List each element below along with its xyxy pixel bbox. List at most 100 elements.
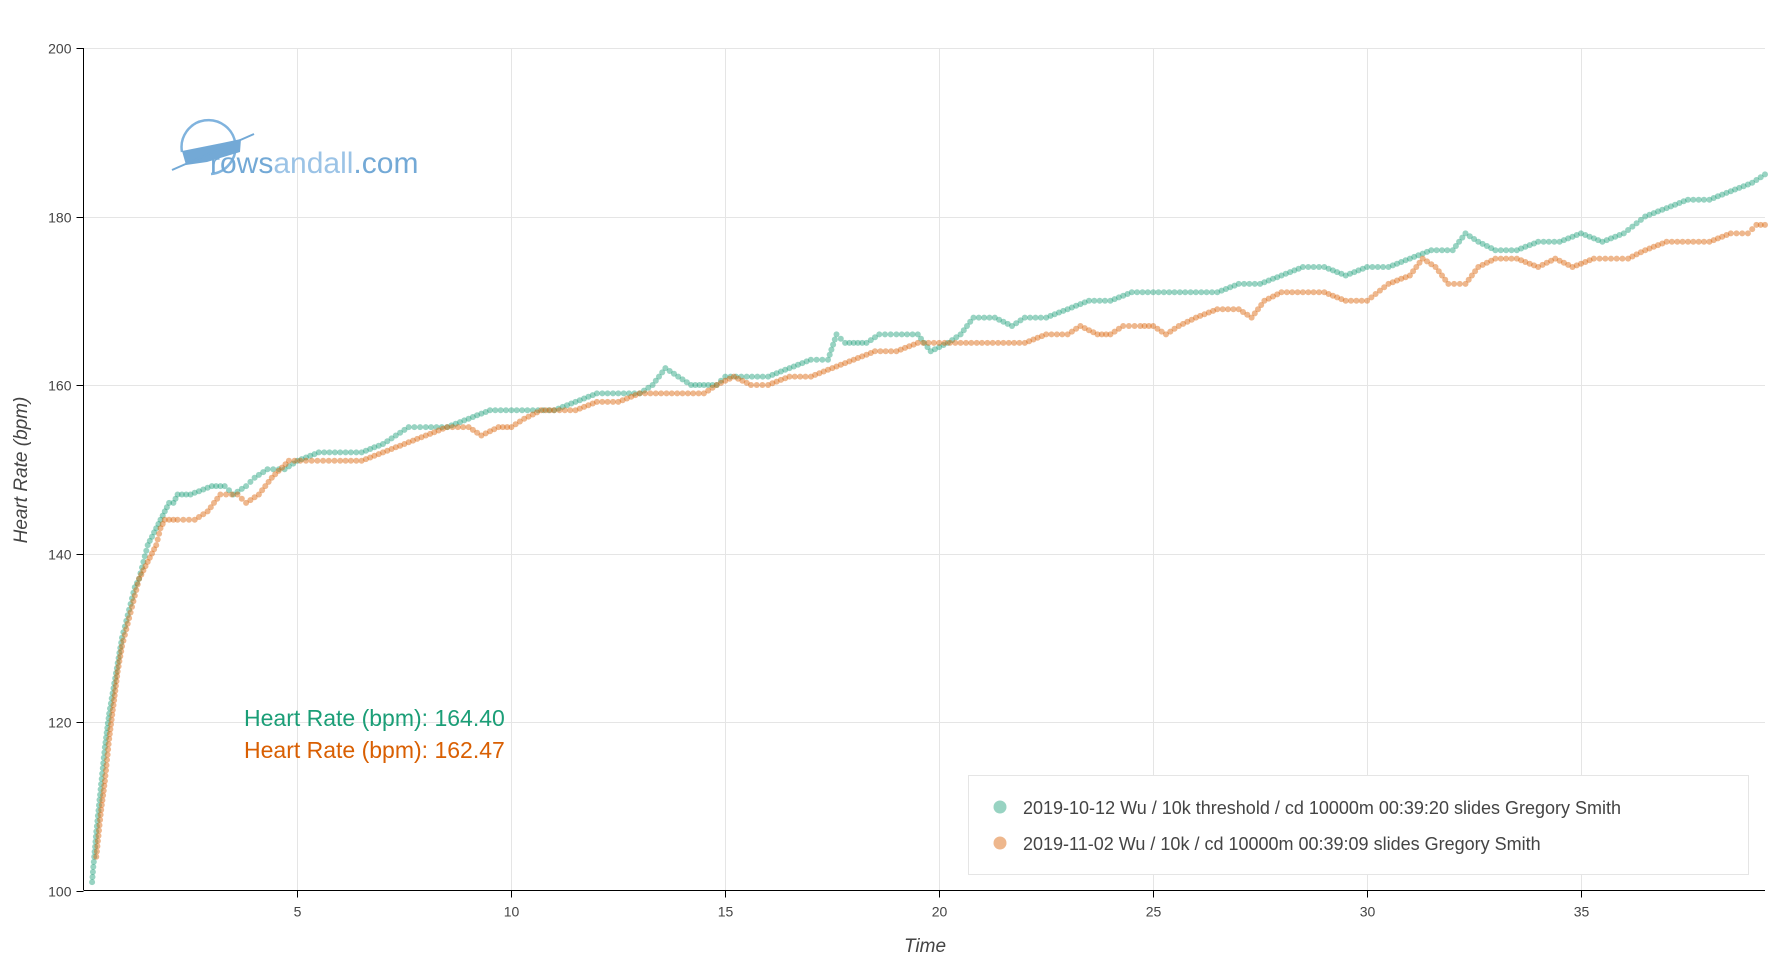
data-point [957,339,964,346]
data-point [1685,196,1691,203]
data-point [1456,238,1463,245]
data-point [1056,309,1062,316]
legend-item-series-2[interactable]: 2019-11-02 Wu / 10k / cd 10000m 00:39:09… [993,834,1541,854]
data-point [234,488,241,495]
data-point [275,467,282,474]
data-point [153,542,160,549]
data-point [1124,291,1131,297]
data-point [89,879,96,886]
data-point [1265,277,1272,284]
data-point [1479,261,1486,268]
data-point [99,765,106,772]
data-point [854,339,861,346]
data-point [1230,306,1237,313]
data-point [259,487,266,494]
data-point [127,609,134,616]
series-1-points [89,171,1768,886]
data-point [829,365,836,372]
x-tick-label: 5 [294,904,302,920]
axes [83,48,1765,891]
data-point [161,516,168,523]
rowing-boat-icon [171,118,255,176]
data-point [1385,280,1392,287]
data-point [551,407,558,414]
data-point [782,375,789,382]
data-point [380,441,386,447]
data-point [863,351,870,358]
data-point [1452,243,1459,249]
data-point [1389,279,1396,286]
data-point [499,424,506,431]
data-point [98,781,105,788]
data-point [1526,260,1533,267]
data-point [599,390,606,397]
data-point [123,617,130,624]
data-point [679,376,686,383]
data-point [1107,331,1114,338]
data-point [1483,243,1490,249]
data-point [1032,314,1039,321]
data-point [196,514,202,520]
rowsandall-logo: rowsandall.com [171,118,418,180]
data-point [1488,245,1495,252]
data-point [1030,336,1037,343]
data-point [1355,267,1362,274]
data-point [418,434,425,441]
legend-item-series-1[interactable]: 2019-10-12 Wu / 10k threshold / cd 10000… [993,798,1622,818]
data-point [659,369,666,376]
data-point [101,749,108,756]
data-point [89,869,96,875]
data-point [953,334,960,341]
data-point [1205,309,1212,316]
data-point [314,457,321,464]
data-point [1736,184,1743,191]
data-point [247,478,254,485]
data-point [279,464,285,471]
data-point [1415,252,1422,259]
data-point [1201,311,1208,318]
data-point [238,485,245,492]
data-point [1203,289,1210,296]
data-point [1329,292,1336,299]
data-point [97,811,104,818]
data-point [833,363,840,370]
data-point [108,695,115,702]
data-point [141,553,148,560]
data-point [1749,179,1756,186]
x-tick-label: 30 [1360,904,1376,920]
data-point [405,439,412,446]
data-point [1586,257,1593,264]
data-point [114,660,121,666]
data-point [786,373,793,380]
data-point [126,615,133,622]
data-point [200,486,207,493]
data-point [1348,297,1354,304]
grid [83,48,1765,891]
data-point [121,631,128,638]
data-point [1145,323,1152,329]
data-point [521,415,528,422]
data-point [545,407,552,414]
data-point [1184,318,1191,325]
data-point [1316,264,1322,270]
data-point [1744,230,1751,237]
data-point [303,454,309,461]
data-point [910,341,917,348]
data-point [1372,291,1379,297]
data-point [1176,289,1183,296]
data-point [973,339,980,346]
data-point [705,382,712,388]
data-point [1586,233,1593,240]
data-point [1163,331,1169,338]
data-point [337,449,344,456]
data-point [914,331,921,338]
data-point [497,407,504,414]
y-tick-label: 140 [48,547,72,563]
data-point [320,457,327,464]
data-point [1188,316,1195,323]
data-point [1068,304,1075,311]
data-point [1590,255,1597,262]
data-point [1503,255,1510,262]
data-point [1710,195,1717,201]
data-point [166,499,173,506]
